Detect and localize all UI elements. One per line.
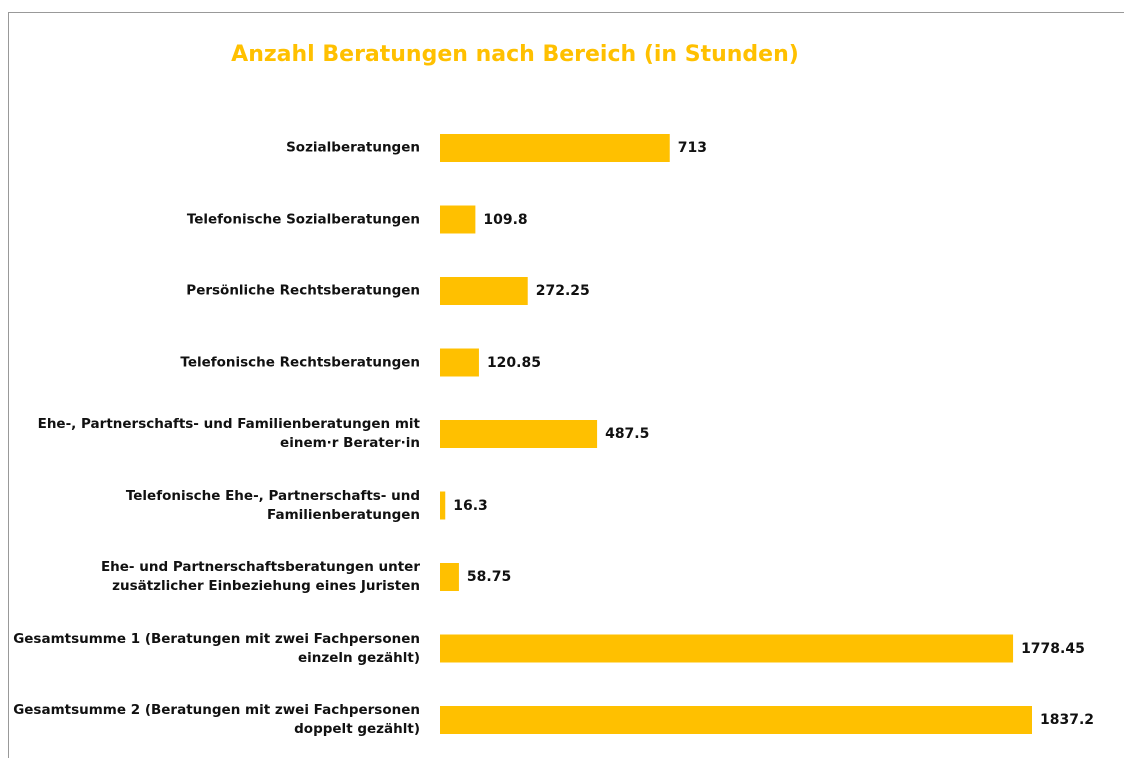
- value-label: 1837.2: [1040, 712, 1095, 728]
- bar: [440, 634, 1014, 663]
- chart-title: Anzahl Beratungen nach Bereich (in Stund…: [231, 42, 799, 67]
- value-label: 16.3: [453, 497, 488, 514]
- value-label: 713: [677, 140, 707, 156]
- category-label: Telefonische Rechtsberatungen: [180, 354, 420, 370]
- category-label: Ehe-, Partnerschafts- und Familienberatu…: [37, 416, 420, 451]
- category-label: Ehe- und Partnerschaftsberatungen unter …: [100, 559, 420, 594]
- bar: [440, 205, 476, 234]
- category-label: Gesamtsumme 1 (Beratungen mit zwei Fachp…: [13, 630, 420, 666]
- category-label: Sozialberatungen: [286, 139, 420, 156]
- category-label: Gesamtsumme 2 (Beratungen mit zwei Fachp…: [13, 702, 420, 737]
- category-label: Persönliche Rechtsberatungen: [186, 282, 420, 299]
- value-label: 1778.45: [1021, 640, 1085, 657]
- value-label: 120.85: [486, 354, 541, 371]
- value-label: 58.75: [466, 569, 512, 585]
- value-label: 109.8: [483, 211, 528, 228]
- bar: [440, 277, 528, 305]
- category-label: Telefonische Sozialberatungen: [186, 211, 420, 227]
- value-label: 487.5: [605, 426, 650, 442]
- bar: [440, 348, 479, 377]
- bar: [440, 491, 446, 520]
- value-label: 272.25: [535, 283, 590, 299]
- category-label: Telefonische Ehe-, Partnerschafts- und F…: [125, 487, 420, 523]
- bar: [440, 134, 670, 162]
- bar: [440, 563, 459, 591]
- bar: [440, 420, 598, 448]
- bar: [440, 706, 1032, 734]
